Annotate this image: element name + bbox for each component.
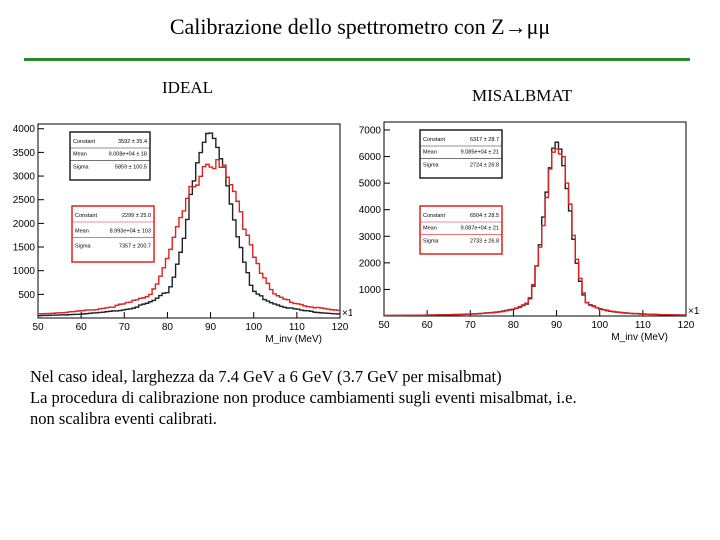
y-tick-label: 5000 [359, 179, 382, 190]
stat-value: 5859 ± 100.5 [115, 164, 147, 170]
slide-title: Calibrazione dello spettrometro con Z→μμ [0, 14, 720, 40]
stat-box-black [69, 131, 151, 181]
stat-key: Mean [423, 150, 437, 156]
x-tick-label: 100 [245, 322, 262, 333]
x-tick-label: 120 [332, 322, 349, 333]
caption-line-2: La procedura di calibrazione non produce… [30, 388, 577, 407]
x-tick-label: 70 [465, 320, 477, 331]
stat-value: 9.085e+04 ± 21 [461, 150, 499, 156]
stat-value: 2299 ± 25.0 [122, 213, 151, 219]
y-tick-label: 1000 [359, 285, 382, 296]
stat-key: Constant [75, 213, 97, 219]
stat-value: 9.087e+04 ± 21 [461, 226, 499, 232]
y-tick-label: 2000 [13, 219, 36, 230]
x-tick-label: 110 [289, 322, 305, 333]
stat-key: Sigma [73, 164, 90, 170]
x-axis-label: M_inv (MeV) [611, 332, 668, 343]
x-tick-label: 70 [119, 322, 131, 333]
x-axis-label: M_inv (MeV) [265, 334, 322, 344]
stat-value: 6317 ± 28.7 [470, 137, 499, 143]
stat-value: 9.008e+04 ± 18 [109, 152, 147, 158]
stat-key: Mean [73, 152, 87, 158]
histogram-red [384, 148, 686, 317]
stat-box-black [419, 129, 503, 179]
x-tick-label: 110 [635, 320, 651, 331]
stat-value: 6504 ± 28.5 [470, 213, 499, 219]
plot-misalbmat-svg: 50 60 70 80 90 100 110 120 1000 2000 3000 4000 5000 6… [359, 121, 700, 343]
plot-ideal: 50 60 70 80 90 100 110 120 500 1000 1500 2000 2500 30… [0, 118, 352, 344]
axes-frame [383, 121, 687, 317]
plot-ideal-svg: 50 60 70 80 90 100 110 120 500 1000 1500 2000 2500 30… [13, 123, 352, 344]
histogram-red [38, 159, 340, 315]
title-text: Calibrazione dello spettrometro con Z [169, 14, 505, 39]
y-tick-label: 7000 [359, 125, 382, 136]
stat-key: Mean [423, 226, 437, 232]
title-rule [24, 58, 690, 61]
y-tick-label: 1000 [13, 266, 36, 277]
y-tick-label: 500 [18, 290, 35, 301]
stat-box-red [71, 205, 155, 263]
x-tick-label: 80 [162, 322, 174, 333]
stat-value: 7357 ± 200.7 [119, 244, 151, 250]
y-tick-label: 4000 [13, 124, 36, 135]
stat-value: 2724 ± 26.8 [470, 162, 499, 168]
y-tick-label: 4000 [359, 205, 382, 216]
axes-frame [37, 123, 341, 319]
x-exponent: ×10 [342, 308, 352, 319]
stat-key: Constant [73, 139, 95, 145]
x-tick-label: 120 [678, 320, 695, 331]
x-tick-label: 90 [551, 320, 563, 331]
stat-box-red [419, 205, 503, 255]
x-tick-label: 60 [76, 322, 88, 333]
stat-key: Sigma [423, 238, 440, 244]
x-tick-label: 50 [378, 320, 390, 331]
y-tick-label: 2500 [13, 195, 36, 206]
x-tick-label: 100 [591, 320, 608, 331]
x-exponent: ×10³ [688, 306, 700, 317]
stat-key: Mean [75, 228, 89, 234]
caption: Nel caso ideal, larghezza da 7.4 GeV a 6… [30, 366, 710, 429]
y-tick-label: 1500 [13, 243, 36, 254]
stat-key: Constant [423, 213, 445, 219]
stat-key: Sigma [423, 162, 440, 168]
x-tick-label: 90 [205, 322, 217, 333]
histogram-black [38, 132, 340, 317]
x-tick-label: 60 [422, 320, 434, 331]
stat-key: Sigma [75, 244, 92, 250]
x-tick-label: 50 [32, 322, 44, 333]
caption-line-1: Nel caso ideal, larghezza da 7.4 GeV a 6… [30, 367, 502, 386]
title-symbol: →μμ [504, 14, 551, 39]
y-tick-label: 2000 [359, 258, 382, 269]
panel-label-misalbmat: MISALBMAT [472, 86, 573, 105]
y-tick-label: 3000 [13, 172, 36, 183]
plot-misalbmat: 50 60 70 80 90 100 110 120 1000 2000 3000 4000 5000 6… [348, 116, 700, 344]
caption-line-3: non scalibra eventi calibrati. [30, 409, 217, 428]
y-tick-label: 3500 [13, 148, 36, 159]
panel-label-ideal: IDEAL [162, 78, 213, 97]
stat-value: 2733 ± 26.8 [470, 238, 499, 244]
stat-value: 8.993e+04 ± 103 [110, 228, 151, 234]
y-tick-label: 6000 [359, 152, 382, 163]
stat-key: Constant [423, 137, 445, 143]
x-tick-label: 80 [508, 320, 520, 331]
y-tick-label: 3000 [359, 232, 382, 243]
stat-value: 3592 ± 35.4 [118, 139, 147, 145]
